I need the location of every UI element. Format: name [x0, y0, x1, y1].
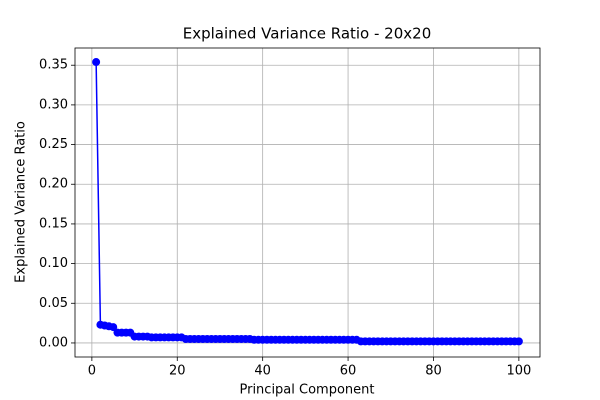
x-tick-label: 100 — [506, 364, 531, 379]
y-tick-label: 0.15 — [39, 216, 68, 231]
x-tick-label: 20 — [169, 364, 186, 379]
marker — [514, 337, 523, 346]
x-axis-label: Principal Component — [239, 383, 374, 398]
chart-title: Explained Variance Ratio - 20x20 — [183, 25, 432, 43]
x-tick-label: 40 — [254, 364, 271, 379]
x-tick-label: 0 — [88, 364, 96, 379]
x-tick-label: 80 — [425, 364, 442, 379]
y-tick-label: 0.05 — [39, 296, 68, 311]
y-tick-label: 0.30 — [39, 97, 68, 112]
marker — [92, 58, 101, 67]
plot-frame — [74, 47, 541, 358]
y-tick-label: 0.25 — [39, 137, 68, 152]
x-tick-label: 60 — [340, 364, 357, 379]
y-tick-label: 0.35 — [39, 58, 68, 73]
marker — [109, 323, 118, 332]
y-tick-label: 0.20 — [39, 177, 68, 192]
y-tick-label: 0.10 — [39, 256, 68, 271]
y-tick-label: 0.00 — [39, 335, 68, 350]
y-axis-label: Explained Variance Ratio — [14, 121, 29, 283]
